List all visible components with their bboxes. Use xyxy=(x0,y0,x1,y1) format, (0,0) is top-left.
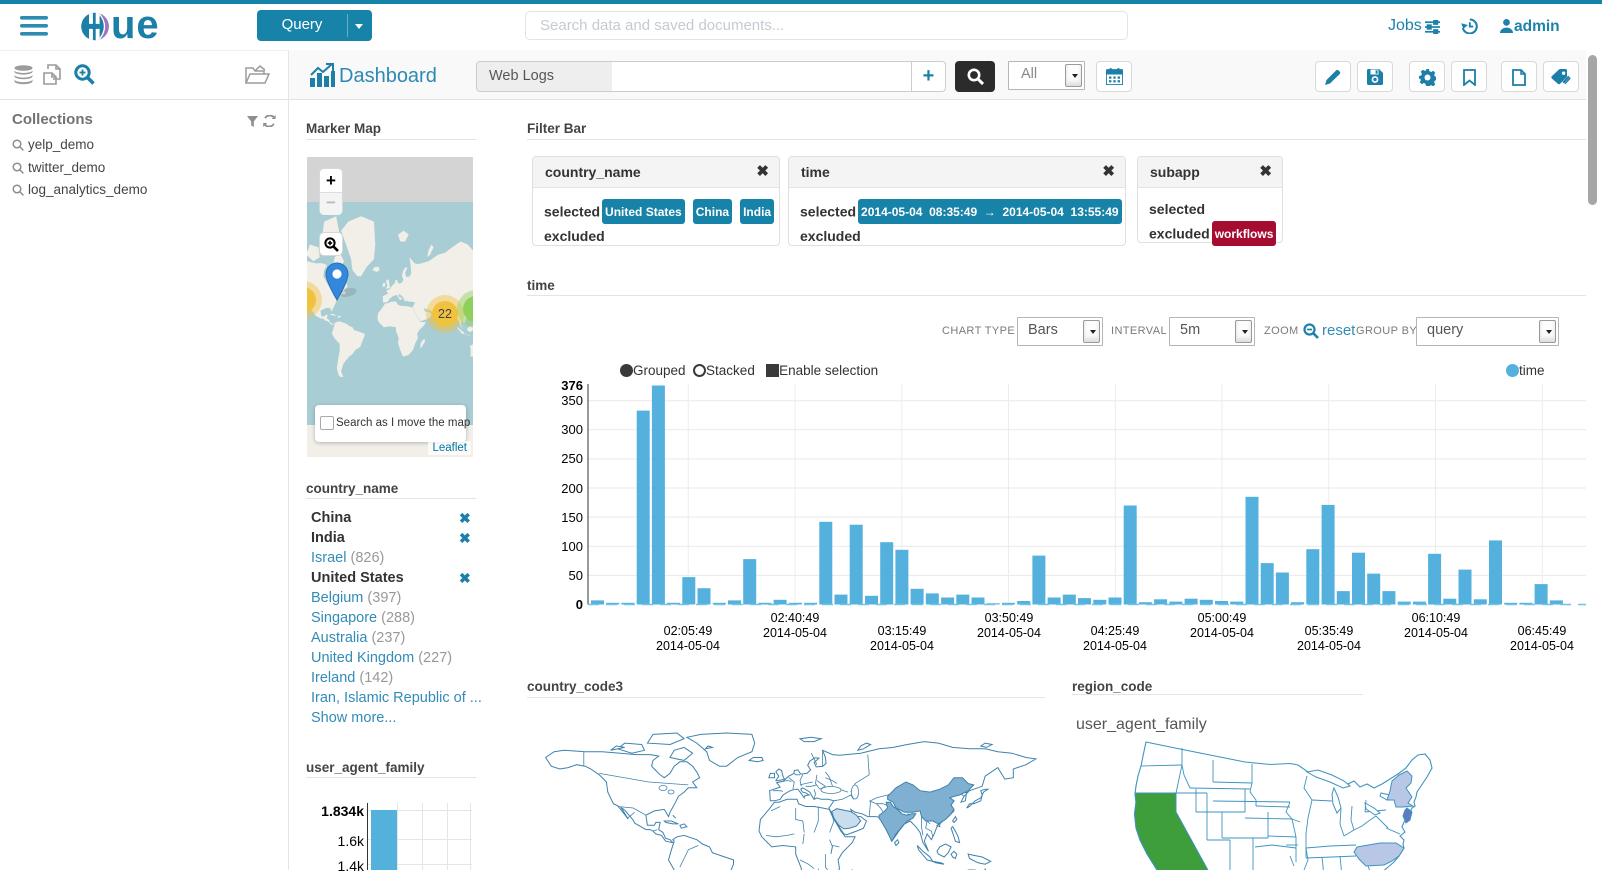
svg-text:ue: ue xyxy=(111,11,160,41)
